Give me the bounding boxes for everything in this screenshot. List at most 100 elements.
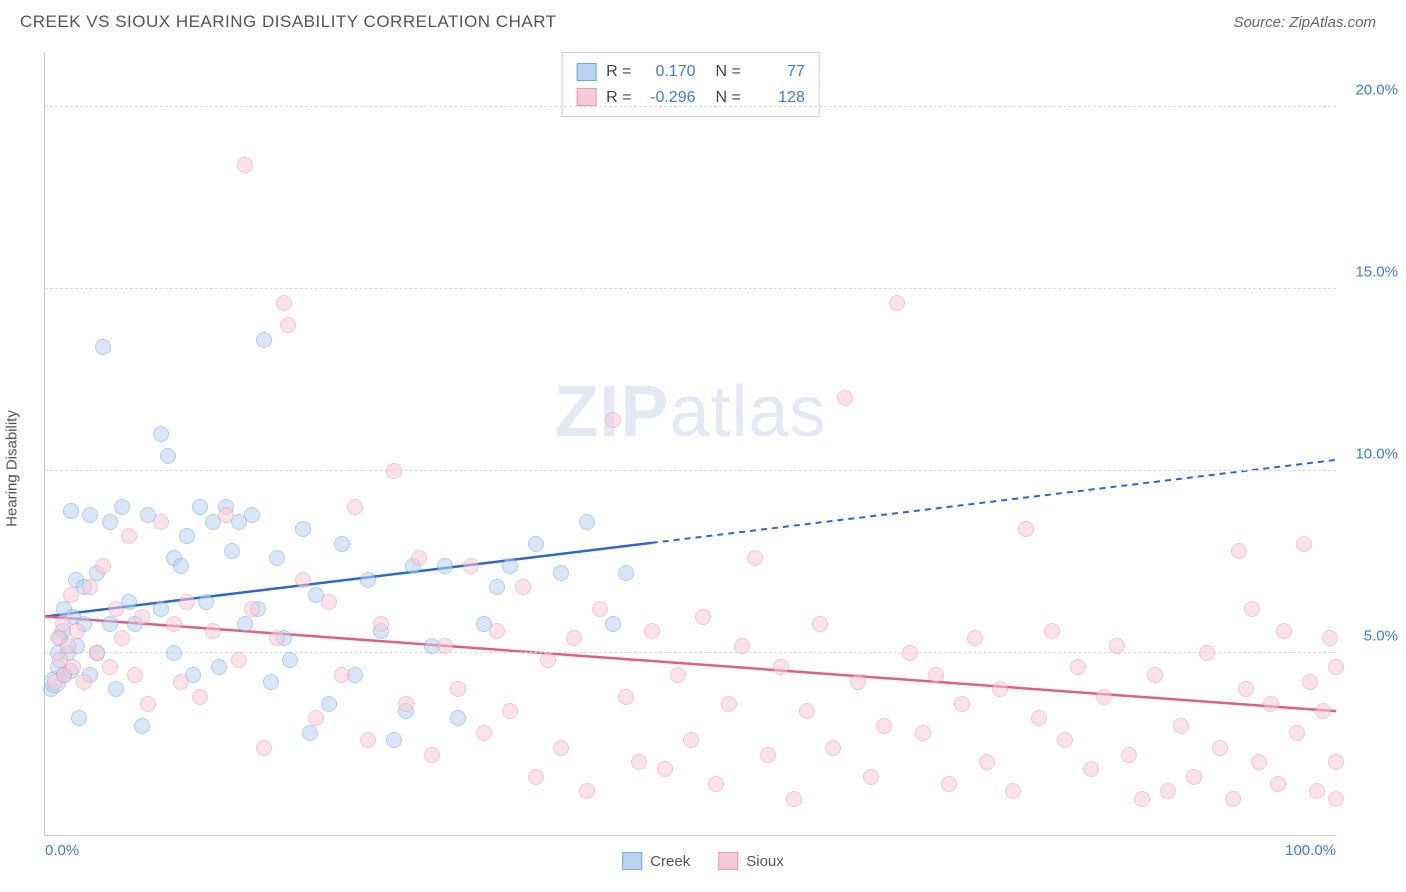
chart-container: Hearing Disability ZIPatlas R =0.170N =7…	[0, 40, 1406, 880]
series-legend: CreekSioux	[622, 852, 784, 870]
data-point	[205, 623, 221, 639]
data-point	[173, 674, 189, 690]
data-point	[579, 514, 595, 530]
data-point	[102, 514, 118, 530]
data-point	[579, 783, 595, 799]
data-point	[553, 740, 569, 756]
data-point	[760, 747, 776, 763]
data-point	[334, 667, 350, 683]
data-point	[528, 536, 544, 552]
data-point	[437, 558, 453, 574]
data-point	[489, 579, 505, 595]
legend-r-label: R =	[606, 59, 631, 85]
correlation-legend: R =0.170N =77R =-0.296N =128	[561, 52, 820, 117]
data-point	[276, 295, 292, 311]
data-point	[76, 674, 92, 690]
data-point	[114, 499, 130, 515]
data-point	[334, 536, 350, 552]
data-point	[60, 638, 76, 654]
data-point	[889, 295, 905, 311]
data-point	[592, 601, 608, 617]
data-point	[102, 616, 118, 632]
y-tick-label: 20.0%	[1355, 81, 1398, 98]
x-tick-label: 100.0%	[1285, 842, 1336, 859]
data-point	[1270, 776, 1286, 792]
data-point	[69, 623, 85, 639]
data-point	[618, 565, 634, 581]
data-point	[1328, 791, 1344, 807]
data-point	[386, 463, 402, 479]
data-point	[1238, 681, 1254, 697]
data-point	[773, 659, 789, 675]
data-point	[114, 630, 130, 646]
data-point	[450, 681, 466, 697]
legend-row: R =0.170N =77	[576, 59, 805, 85]
data-point	[1315, 703, 1331, 719]
data-point	[166, 645, 182, 661]
data-point	[65, 659, 81, 675]
data-point	[347, 499, 363, 515]
data-point	[398, 696, 414, 712]
data-point	[566, 630, 582, 646]
data-point	[1186, 769, 1202, 785]
data-point	[825, 740, 841, 756]
data-point	[1005, 783, 1021, 799]
data-point	[928, 667, 944, 683]
data-point	[915, 725, 931, 741]
data-point	[1289, 725, 1305, 741]
data-point	[173, 558, 189, 574]
data-point	[179, 528, 195, 544]
data-point	[1212, 740, 1228, 756]
data-point	[528, 769, 544, 785]
data-point	[786, 791, 802, 807]
data-point	[134, 609, 150, 625]
data-point	[799, 703, 815, 719]
data-point	[280, 317, 296, 333]
data-point	[360, 732, 376, 748]
data-point	[1018, 521, 1034, 537]
x-tick-label: 0.0%	[45, 842, 79, 859]
scatter-plot: ZIPatlas R =0.170N =77R =-0.296N =128 5.…	[44, 52, 1336, 836]
data-point	[1328, 754, 1344, 770]
data-point	[863, 769, 879, 785]
legend-n-label: N =	[716, 59, 741, 85]
data-point	[1199, 645, 1215, 661]
data-point	[308, 710, 324, 726]
y-tick-label: 5.0%	[1364, 627, 1398, 644]
data-point	[1109, 638, 1125, 654]
data-point	[121, 528, 137, 544]
data-point	[237, 157, 253, 173]
data-point	[153, 601, 169, 617]
data-point	[198, 594, 214, 610]
data-point	[424, 747, 440, 763]
data-point	[954, 696, 970, 712]
data-point	[224, 543, 240, 559]
data-point	[1134, 791, 1150, 807]
data-point	[1302, 674, 1318, 690]
data-point	[82, 579, 98, 595]
chart-title: CREEK VS SIOUX HEARING DISABILITY CORREL…	[20, 12, 557, 32]
data-point	[373, 616, 389, 632]
data-point	[605, 412, 621, 428]
legend-swatch	[622, 852, 642, 870]
data-point	[321, 594, 337, 610]
data-point	[631, 754, 647, 770]
data-point	[192, 689, 208, 705]
legend-label: Creek	[650, 853, 690, 870]
data-point	[721, 696, 737, 712]
data-point	[450, 710, 466, 726]
data-point	[166, 616, 182, 632]
data-point	[256, 740, 272, 756]
data-point	[941, 776, 957, 792]
data-point	[269, 630, 285, 646]
data-point	[1057, 732, 1073, 748]
data-point	[1328, 659, 1344, 675]
data-point	[515, 579, 531, 595]
data-point	[63, 503, 79, 519]
data-point	[967, 630, 983, 646]
data-point	[386, 732, 402, 748]
data-point	[1309, 783, 1325, 799]
y-tick-label: 15.0%	[1355, 263, 1398, 280]
y-axis-label: Hearing Disability	[4, 410, 21, 527]
data-point	[670, 667, 686, 683]
